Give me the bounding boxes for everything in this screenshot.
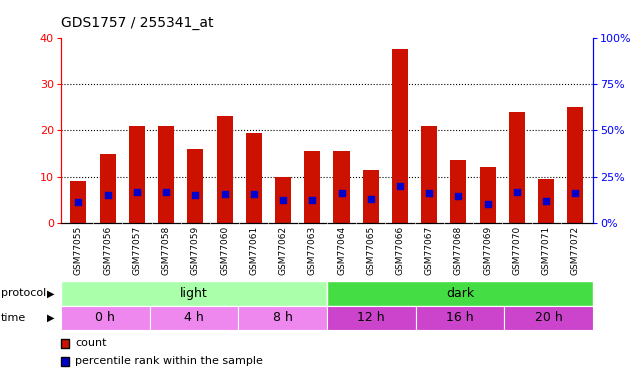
Text: GSM77071: GSM77071 [542,226,551,275]
FancyBboxPatch shape [61,281,327,306]
Point [249,191,259,197]
Point [219,191,229,197]
Text: dark: dark [446,287,474,300]
Text: 20 h: 20 h [535,311,562,324]
Point [453,193,463,199]
Text: GSM77058: GSM77058 [162,226,171,275]
Bar [509,112,525,223]
Text: count: count [75,339,106,348]
Text: ▶: ▶ [47,313,54,323]
Text: GSM77059: GSM77059 [191,226,200,275]
Point [395,183,405,189]
Bar [451,160,467,223]
Point [161,189,171,195]
Point [278,197,288,203]
Bar [538,179,554,223]
Point [190,192,201,198]
Point [512,189,522,195]
Point [483,201,493,207]
Bar [99,153,116,223]
Text: GSM77064: GSM77064 [337,226,346,275]
Text: GDS1757 / 255341_at: GDS1757 / 255341_at [61,16,213,30]
Text: GSM77067: GSM77067 [425,226,434,275]
Bar [129,126,145,223]
Text: 8 h: 8 h [272,311,292,324]
Text: percentile rank within the sample: percentile rank within the sample [75,357,263,366]
Bar [217,116,233,223]
Bar [158,126,174,223]
Text: GSM77062: GSM77062 [279,226,288,275]
Text: 16 h: 16 h [446,311,474,324]
Text: GSM77065: GSM77065 [366,226,375,275]
Text: GSM77068: GSM77068 [454,226,463,275]
Bar [246,133,262,223]
FancyBboxPatch shape [61,306,149,330]
Bar [304,151,320,223]
Text: GSM77070: GSM77070 [512,226,521,275]
Bar [392,49,408,223]
Text: GSM77066: GSM77066 [395,226,404,275]
FancyBboxPatch shape [327,281,593,306]
Text: GSM77055: GSM77055 [74,226,83,275]
Text: GSM77063: GSM77063 [308,226,317,275]
FancyBboxPatch shape [415,306,504,330]
Point [570,190,581,196]
Point [132,189,142,195]
FancyBboxPatch shape [149,306,238,330]
Bar [275,177,291,223]
Text: GSM77069: GSM77069 [483,226,492,275]
Text: light: light [180,287,208,300]
Point [73,199,83,205]
Text: GSM77056: GSM77056 [103,226,112,275]
Text: 0 h: 0 h [96,311,115,324]
Text: time: time [1,313,26,323]
Text: 12 h: 12 h [358,311,385,324]
Point [337,190,347,196]
Bar [567,107,583,223]
Text: ▶: ▶ [47,288,54,298]
Point [541,198,551,204]
Bar [71,182,87,223]
Point [103,192,113,198]
Text: protocol: protocol [1,288,46,298]
Text: GSM77061: GSM77061 [249,226,258,275]
FancyBboxPatch shape [238,306,327,330]
Text: 4 h: 4 h [184,311,204,324]
Bar [187,149,203,223]
FancyBboxPatch shape [327,306,415,330]
Bar [479,167,495,223]
Point [365,196,376,202]
Bar [363,170,379,223]
Bar [333,151,349,223]
Text: GSM77060: GSM77060 [220,226,229,275]
Point [307,197,317,203]
Text: GSM77057: GSM77057 [133,226,142,275]
Point [424,190,435,196]
Bar [421,126,437,223]
Text: GSM77072: GSM77072 [571,226,580,275]
FancyBboxPatch shape [504,306,593,330]
